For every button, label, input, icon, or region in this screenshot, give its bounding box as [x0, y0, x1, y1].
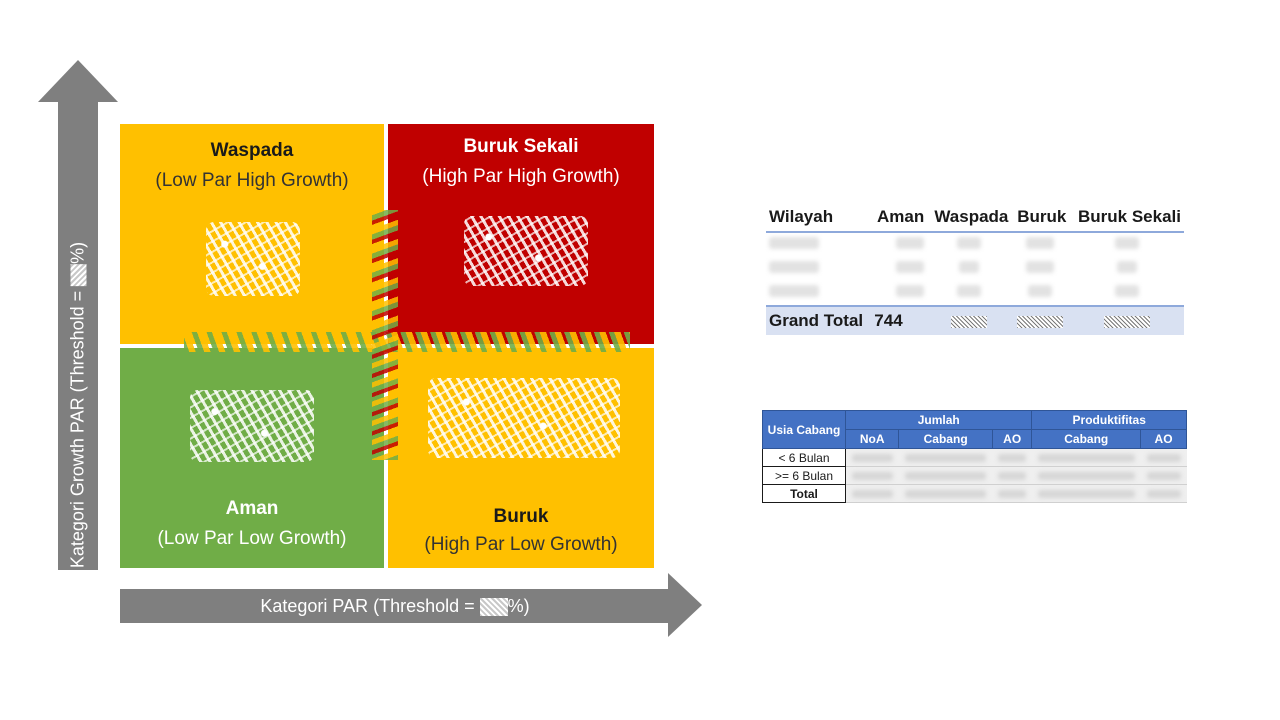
redacted-cell: [769, 261, 819, 273]
redacted-cell: [896, 237, 925, 249]
redacted-total-buruk: [1017, 315, 1064, 328]
redacted-cell: [769, 285, 819, 297]
quadrant-boundary-noise-horizontal: [184, 332, 630, 352]
grand-total-row: Grand Total 744: [766, 305, 1184, 335]
redacted-cell: [1114, 285, 1139, 297]
header-wilayah: Wilayah: [766, 203, 872, 233]
redacted-cell: [1026, 261, 1055, 273]
quadrant-buruk: Buruk (High Par Low Growth): [388, 348, 654, 568]
redacted-cell: [896, 261, 925, 273]
y-axis-label-suffix: %): [67, 241, 88, 264]
quadrant-aman-title: Aman: [225, 498, 279, 519]
redacted-cell: [852, 453, 893, 462]
redacted-cell: [1037, 453, 1135, 462]
quadrant-buruk-subtitle: (High Par Low Growth): [424, 534, 618, 555]
x-axis-arrow: Kategori PAR (Threshold = %): [120, 573, 702, 637]
redacted-cell: [1028, 285, 1053, 297]
redacted-cell: [1146, 453, 1181, 462]
wilayah-header-row: Wilayah Aman Waspada Buruk Buruk Sekali: [766, 203, 1184, 233]
table-row: >= 6 Bulan: [762, 466, 1187, 485]
y-axis-arrowhead: [38, 60, 118, 102]
redacted-cell: [1114, 237, 1139, 249]
usia-cabang-table: Usia Cabang Jumlah Produktifitas NoA Cab…: [762, 410, 1187, 503]
header-waspada: Waspada: [927, 203, 1012, 233]
redacted-cell: [957, 285, 982, 297]
redacted-cell: [896, 285, 925, 297]
header-jumlah-cabang: Cabang: [898, 429, 993, 449]
y-axis-label: Kategori Growth PAR (Threshold = %): [68, 242, 89, 568]
y-axis-arrow: Kategori Growth PAR (Threshold = %): [38, 60, 118, 572]
x-axis-arrowhead: [668, 573, 702, 637]
table-row: [766, 232, 1184, 257]
quadrant-buruk-sekali-redacted-value: [464, 216, 588, 286]
redacted-cell: [904, 453, 987, 462]
table-row: Total: [762, 484, 1187, 503]
quadrant-buruk-redacted-value: [428, 378, 620, 458]
header-produktifitas: Produktifitas: [1031, 410, 1187, 430]
redacted-cell: [1026, 237, 1055, 249]
header-jumlah: Jumlah: [844, 410, 1033, 430]
redacted-cell: [998, 489, 1026, 498]
redacted-cell: [1146, 471, 1181, 480]
redacted-cell: [904, 471, 987, 480]
y-threshold-redacted: [70, 263, 87, 286]
row-label-lt6: < 6 Bulan: [762, 448, 846, 467]
header-jumlah-ao: AO: [991, 429, 1033, 449]
quadrant-buruk-sekali: Buruk Sekali (High Par High Growth): [388, 124, 654, 344]
x-axis-label-text: Kategori PAR (Threshold =: [260, 596, 480, 616]
y-axis-label-text: Kategori Growth PAR (Threshold =: [67, 285, 88, 569]
redacted-cell: [998, 471, 1026, 480]
redacted-cell: [1037, 489, 1135, 498]
table-row: [766, 257, 1184, 281]
quadrant-waspada-title: Waspada: [210, 140, 294, 161]
header-buruk: Buruk: [1011, 203, 1070, 233]
redacted-cell: [1037, 471, 1135, 480]
redacted-cell: [1146, 489, 1181, 498]
wilayah-summary-table: Wilayah Aman Waspada Buruk Buruk Sekali …: [766, 203, 1184, 335]
redacted-total-buruk-sekali: [1103, 315, 1150, 328]
x-axis-label: Kategori PAR (Threshold = %): [120, 589, 670, 623]
redacted-cell: [957, 237, 982, 249]
header-usia-cabang: Usia Cabang: [762, 410, 846, 449]
usia-header-row-2: NoA Cabang AO Cabang AO: [763, 429, 1187, 449]
row-label-total: Total: [762, 484, 846, 503]
redacted-cell: [959, 261, 980, 273]
header-noa: NoA: [844, 429, 900, 449]
redacted-total-waspada: [951, 315, 988, 328]
quadrant-aman-subtitle: (Low Par Low Growth): [157, 528, 347, 549]
usia-header-row-1: Usia Cabang Jumlah Produktifitas: [762, 410, 1187, 449]
redacted-cell: [769, 237, 819, 249]
quadrant-waspada-subtitle: (Low Par High Growth): [155, 170, 349, 191]
table-row: [766, 281, 1184, 306]
header-aman: Aman: [871, 203, 928, 233]
quadrant-buruk-title: Buruk: [493, 506, 549, 527]
quadrant-waspada: Waspada (Low Par High Growth): [120, 124, 384, 344]
quadrant-buruk-sekali-title: Buruk Sekali: [463, 136, 579, 157]
redacted-cell: [1116, 261, 1137, 273]
quadrant-boundary-noise-vertical: [372, 210, 398, 460]
redacted-cell: [904, 489, 987, 498]
x-axis-shaft: [120, 589, 670, 623]
grand-total-label: Grand Total: [766, 305, 872, 335]
quadrant-waspada-redacted-value: [206, 222, 300, 296]
header-buruk-sekali: Buruk Sekali: [1069, 203, 1184, 233]
quadrant-buruk-sekali-subtitle: (High Par High Growth): [422, 166, 620, 187]
x-axis-label-suffix: %): [507, 596, 530, 616]
y-axis-shaft: [58, 100, 98, 570]
header-produktifitas-ao: AO: [1140, 429, 1187, 449]
header-produktifitas-cabang: Cabang: [1031, 429, 1142, 449]
quadrant-aman: Aman (Low Par Low Growth): [120, 348, 384, 568]
redacted-cell: [852, 471, 893, 480]
x-threshold-redacted: [479, 598, 508, 617]
grand-total-aman: 744: [871, 305, 928, 335]
redacted-cell: [998, 453, 1026, 462]
table-row: < 6 Bulan: [762, 448, 1187, 467]
quadrant-aman-redacted-value: [190, 390, 314, 462]
redacted-cell: [852, 489, 893, 498]
row-label-ge6: >= 6 Bulan: [762, 466, 846, 485]
